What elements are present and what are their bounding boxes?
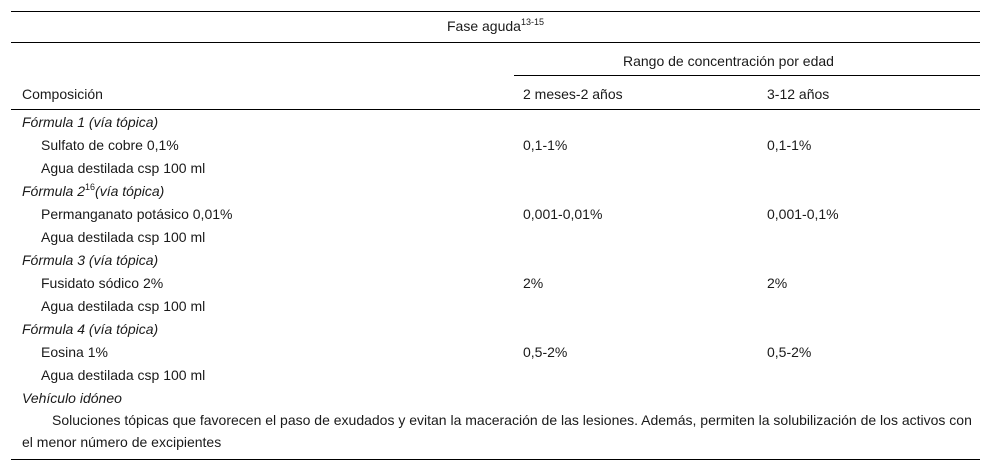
range-age-1: 0,5-2%: [523, 344, 568, 360]
vehicle-title: Vehículo idóneo: [22, 390, 122, 406]
column-header-age-2: 3-12 años: [767, 86, 830, 102]
range-age-2: 2%: [767, 275, 788, 291]
range-age-2: 0,1-1%: [767, 137, 812, 153]
header-rule: [11, 109, 980, 110]
formula-title: Fórmula 1 (vía tópica): [22, 114, 159, 130]
caption-rule: [11, 42, 980, 43]
column-header-composition: Composición: [22, 86, 103, 102]
column-header-age-1: 2 meses-2 años: [523, 86, 623, 102]
group-header: Rango de concentración por edad: [623, 53, 834, 69]
group-header-rule: [514, 75, 980, 76]
ingredient: Sulfato de cobre 0,1%: [41, 137, 179, 153]
range-age-2: 0,5-2%: [767, 344, 812, 360]
vehicle-note: Soluciones tópicas que favorecen el paso…: [22, 409, 982, 453]
vehicle: Agua destilada csp 100 ml: [41, 160, 206, 176]
table-top-rule: [11, 11, 980, 12]
range-age-1: 0,1-1%: [523, 137, 568, 153]
vehicle: Agua destilada csp 100 ml: [41, 367, 206, 383]
range-age-1: 0,001-0,01%: [523, 206, 603, 222]
range-age-2: 0,001-0,1%: [767, 206, 839, 222]
formula-title: Fórmula 216(vía tópica): [22, 182, 165, 200]
caption-text: Fase aguda: [447, 18, 521, 34]
table-caption: Fase aguda13-15: [11, 18, 980, 35]
range-age-1: 2%: [523, 275, 544, 291]
vehicle: Agua destilada csp 100 ml: [41, 298, 206, 314]
ingredient: Fusidato sódico 2%: [41, 275, 164, 291]
ingredient: Permanganato potásico 0,01%: [41, 206, 233, 222]
table-bottom-rule: [11, 459, 980, 460]
vehicle-text: Soluciones tópicas que favorecen el paso…: [22, 412, 972, 450]
ingredient: Eosina 1%: [41, 344, 108, 360]
formula-reference: 16: [85, 182, 96, 192]
caption-reference: 13-15: [520, 17, 544, 27]
vehicle: Agua destilada csp 100 ml: [41, 229, 206, 245]
formula-title: Fórmula 3 (vía tópica): [22, 252, 159, 268]
formula-title: Fórmula 4 (vía tópica): [22, 321, 159, 337]
